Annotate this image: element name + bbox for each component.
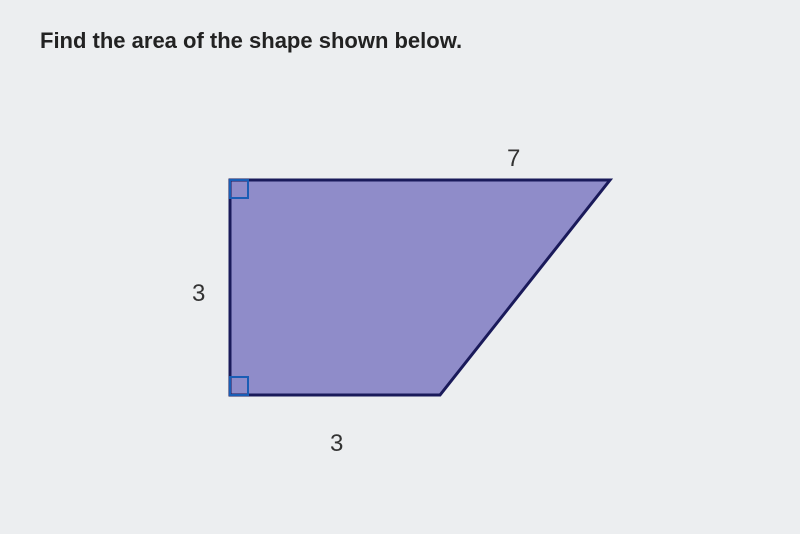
question-text: Find the area of the shape shown below.	[40, 28, 462, 54]
label-left: 3	[192, 280, 205, 308]
shape-svg	[200, 150, 650, 450]
trapezoid-shape	[230, 180, 610, 395]
geometry-figure: 7 3 3	[200, 150, 650, 490]
label-top: 7	[507, 145, 520, 173]
label-bottom: 3	[330, 430, 343, 458]
